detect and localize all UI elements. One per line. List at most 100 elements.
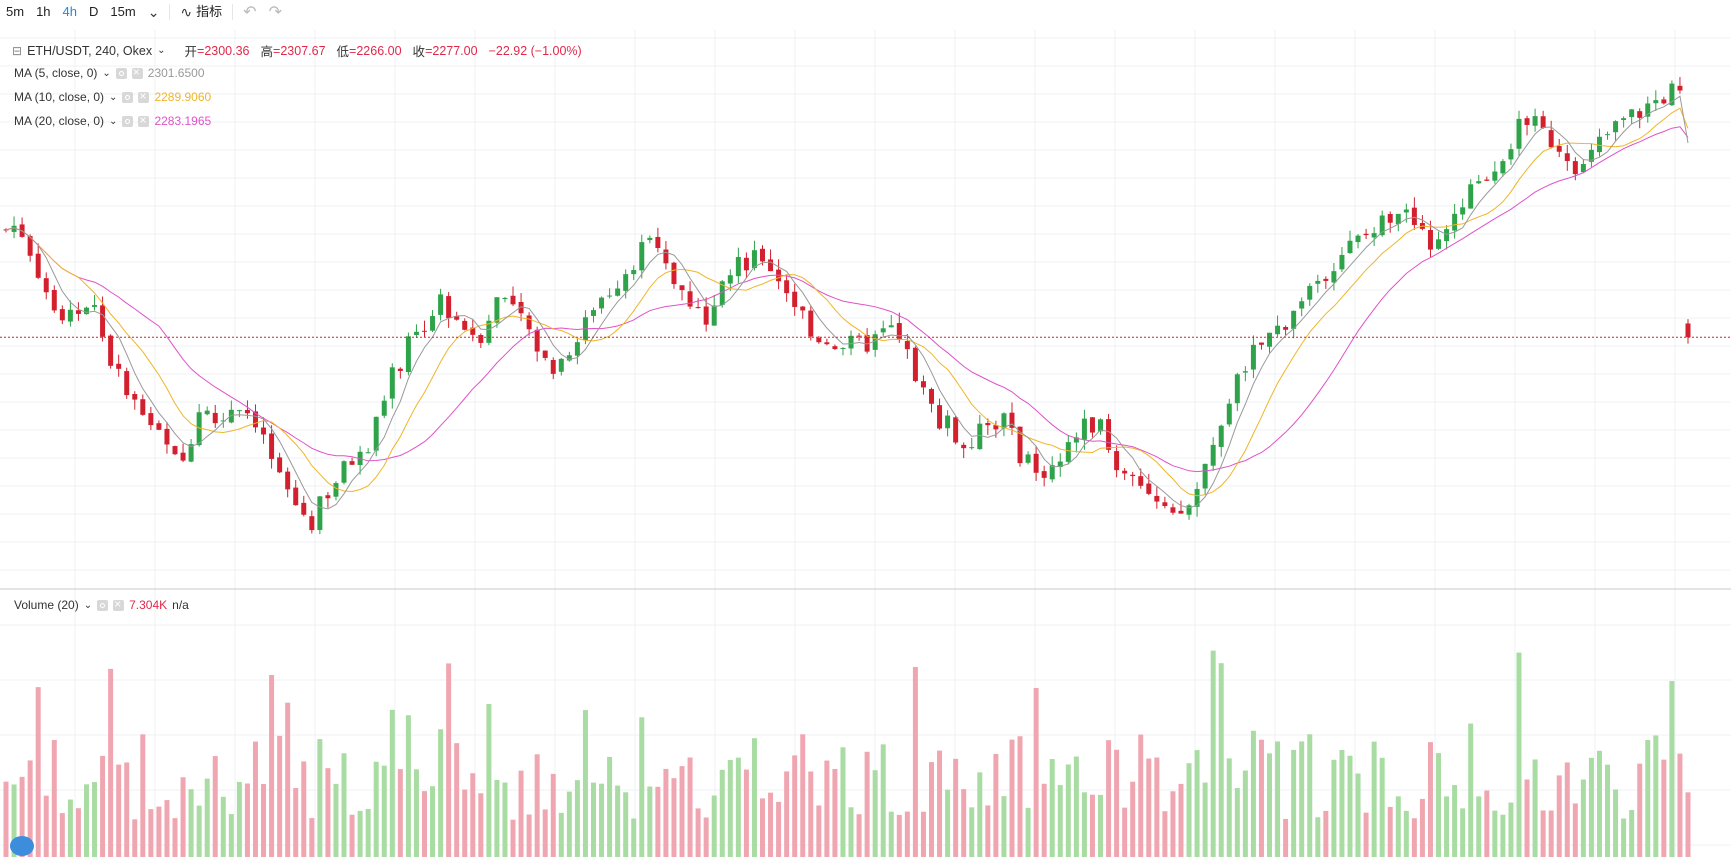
candle-body bbox=[840, 348, 846, 350]
candle-body bbox=[1653, 100, 1659, 104]
candle-body bbox=[510, 295, 516, 305]
candle-body bbox=[51, 289, 57, 311]
redo-icon[interactable]: ↷ bbox=[268, 4, 282, 21]
undo-icon[interactable]: ↶ bbox=[243, 4, 257, 21]
ma10-title[interactable]: MA (10, close, 0) bbox=[14, 90, 105, 104]
eye-icon[interactable] bbox=[115, 67, 127, 79]
candle-body bbox=[373, 416, 379, 451]
tradingview-logo-icon[interactable] bbox=[10, 836, 34, 856]
close-icon[interactable] bbox=[113, 597, 125, 611]
candle-body bbox=[1162, 502, 1168, 507]
candle-body bbox=[261, 427, 267, 435]
volume-bar bbox=[156, 806, 162, 857]
ma20-value: 2283.1965 bbox=[154, 114, 212, 128]
volume-bar bbox=[35, 687, 41, 857]
volume-bar bbox=[172, 818, 178, 857]
volume-bar bbox=[333, 783, 339, 857]
candle-body bbox=[124, 371, 130, 396]
volume-bar bbox=[896, 814, 902, 857]
eye-icon[interactable] bbox=[97, 599, 109, 611]
interval-15m[interactable]: 15m bbox=[110, 4, 136, 19]
volume-bar bbox=[478, 793, 484, 857]
volume-bar bbox=[687, 757, 693, 857]
volume-bar bbox=[132, 819, 138, 857]
volume-bar bbox=[735, 757, 741, 857]
volume-bar bbox=[1283, 818, 1289, 857]
volume-bar bbox=[446, 663, 452, 857]
volume-bar bbox=[888, 811, 894, 857]
candle-body bbox=[1331, 271, 1337, 283]
candle-body bbox=[196, 412, 202, 446]
ma5-line bbox=[5, 95, 1689, 510]
candle-body bbox=[1218, 425, 1224, 447]
interval-4h[interactable]: 4h bbox=[62, 4, 77, 19]
volume-bar bbox=[880, 744, 886, 857]
candle-body bbox=[1033, 453, 1039, 473]
chevron-down-icon[interactable]: ⌄ bbox=[157, 45, 166, 56]
volume-bar bbox=[261, 784, 267, 857]
close-label: 收 bbox=[412, 45, 426, 59]
chevron-down-icon[interactable]: ⌄ bbox=[109, 91, 118, 103]
interval-dropdown[interactable]: ⌄ bbox=[142, 0, 166, 24]
candle-body bbox=[623, 274, 629, 291]
candle-body bbox=[1057, 461, 1063, 468]
volume-bar bbox=[872, 770, 878, 857]
volume-bar bbox=[100, 755, 106, 857]
volume-bar bbox=[647, 786, 653, 857]
volume-bar bbox=[534, 754, 540, 857]
volume-bar bbox=[929, 762, 934, 857]
volume-bar bbox=[912, 667, 918, 857]
candle-body bbox=[687, 291, 693, 307]
eye-icon[interactable] bbox=[122, 91, 134, 103]
volume-bar bbox=[1315, 817, 1321, 857]
chevron-down-icon[interactable]: ⌄ bbox=[102, 67, 111, 79]
interval-5m[interactable]: 5m bbox=[6, 4, 25, 19]
candle-body bbox=[1516, 118, 1522, 149]
indicators-button[interactable]: ∿ 指标 bbox=[174, 0, 228, 24]
volume-bar bbox=[405, 715, 411, 857]
interval-d[interactable]: D bbox=[89, 4, 99, 19]
candle-body bbox=[1540, 116, 1546, 129]
candle-body bbox=[671, 262, 677, 285]
volume-pane bbox=[3, 650, 1691, 857]
volume-bar bbox=[768, 792, 774, 857]
candle-body bbox=[655, 236, 661, 248]
volume-bar bbox=[341, 753, 347, 857]
volume-bar bbox=[1403, 810, 1409, 857]
ma20-title[interactable]: MA (20, close, 0) bbox=[14, 114, 105, 128]
candle-body bbox=[405, 336, 411, 373]
volume-bar bbox=[703, 817, 709, 857]
chevron-down-icon[interactable]: ⌄ bbox=[109, 115, 118, 127]
candle-body bbox=[454, 316, 460, 320]
volume-bar bbox=[228, 814, 234, 857]
chevron-down-icon[interactable]: ⌄ bbox=[83, 599, 93, 611]
volume-bar bbox=[373, 761, 379, 857]
candle-body bbox=[937, 405, 943, 429]
volume-bar bbox=[1202, 782, 1208, 857]
volume-bar bbox=[848, 807, 854, 857]
volume-bar bbox=[1419, 798, 1425, 857]
close-icon[interactable] bbox=[131, 65, 143, 79]
volume-bar bbox=[188, 789, 194, 857]
volume-bar bbox=[751, 738, 757, 857]
interval-1h[interactable]: 1h bbox=[36, 4, 51, 19]
eye-icon[interactable] bbox=[122, 115, 134, 127]
candle-body bbox=[1106, 419, 1112, 450]
close-icon[interactable] bbox=[138, 89, 150, 103]
ma5-title[interactable]: MA (5, close, 0) bbox=[14, 66, 98, 80]
volume-bar bbox=[1154, 757, 1160, 857]
volume-bar bbox=[309, 818, 315, 857]
symbol-title[interactable]: ETH/USDT, 240, Okex bbox=[27, 43, 153, 58]
candle-body bbox=[1637, 111, 1643, 118]
candle-body bbox=[188, 444, 194, 462]
volume-bar bbox=[1645, 739, 1651, 857]
candle-body bbox=[864, 335, 870, 352]
volume-title[interactable]: Volume (20) bbox=[14, 598, 79, 612]
candle-body bbox=[1009, 412, 1015, 428]
collapse-icon[interactable]: ⊟ bbox=[12, 43, 23, 58]
ma10-legend: MA (10, close, 0) ⌄ 2289.9060 bbox=[14, 89, 211, 105]
candle-body bbox=[494, 297, 500, 323]
candle-body bbox=[35, 253, 41, 278]
close-icon[interactable] bbox=[138, 113, 150, 127]
